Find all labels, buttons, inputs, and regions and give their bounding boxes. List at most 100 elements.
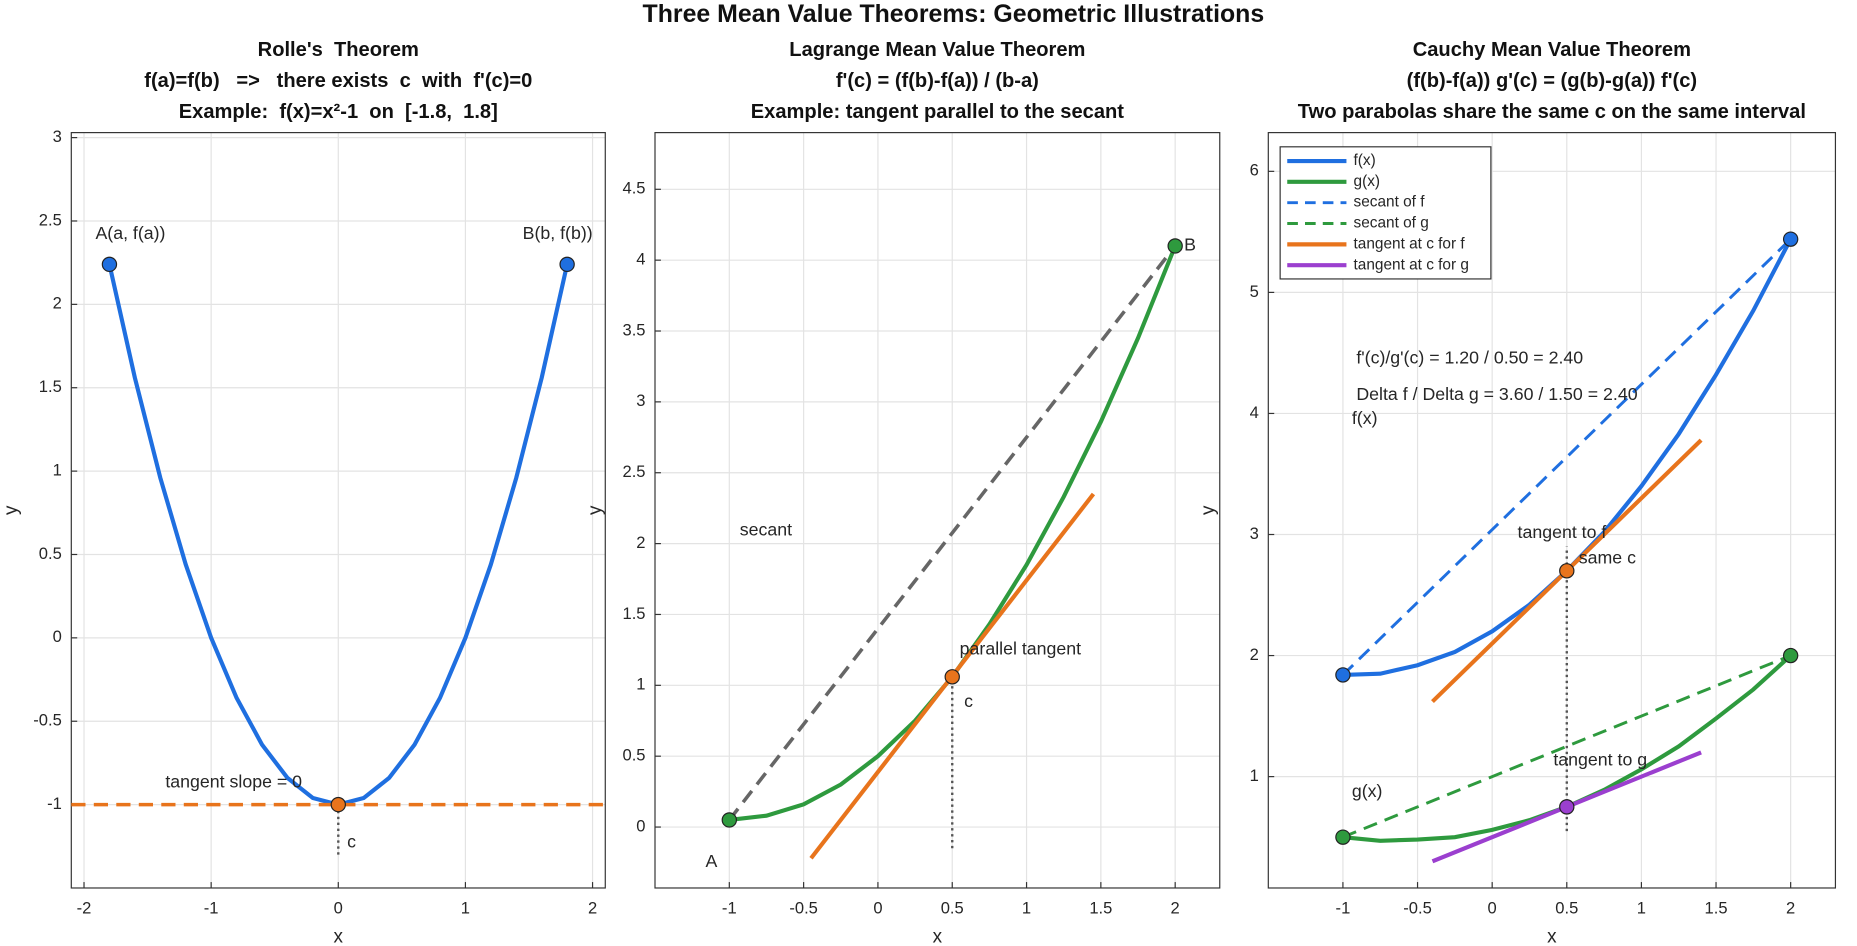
x-tick-label: 1 (1022, 899, 1031, 918)
x-tick-label: -2 (77, 899, 92, 918)
subplot: Cauchy Mean Value Theorem (f(b)-f(a)) g'(… (1198, 39, 1837, 946)
y-tick-label: 3 (1250, 524, 1259, 543)
x-tick-label: 0 (873, 899, 882, 918)
legend-label: f(x) (1354, 152, 1376, 169)
dashed-line (1341, 238, 1792, 676)
y-tick-label: 0 (53, 627, 62, 646)
y-axis-label: y (585, 505, 606, 515)
annotation: c (347, 832, 356, 852)
axes-frame (70, 132, 606, 889)
annotation: f'(c)/g'(c) = 1.20 / 0.50 = 2.40 (1356, 348, 1583, 368)
legend: f(x) g(x) secant of f secant of g tangent at… (1279, 146, 1492, 280)
annotation: same c (1579, 547, 1636, 567)
y-tick-label: 2 (1250, 645, 1259, 664)
point (1559, 799, 1575, 815)
axes-frame (654, 132, 1221, 889)
y-tick-label: 1 (53, 460, 62, 479)
y-tick-label: 3.5 (622, 320, 645, 339)
subplot-title: Rolle's Theorem (258, 39, 419, 61)
x-tick-label: 1 (1637, 899, 1646, 918)
point (1335, 829, 1351, 845)
figure-title: Three Mean Value Theorems: Geometric Ill… (643, 0, 1265, 28)
annotation: parallel tangent (960, 639, 1081, 659)
x-tick-label: -1 (204, 899, 219, 918)
y-tick-label: 4 (636, 250, 645, 269)
annotation: c (964, 691, 973, 711)
y-tick-label: 1 (636, 675, 645, 694)
y-tick-label: -1 (47, 794, 62, 813)
plot-area (655, 132, 1220, 888)
y-tick-label: 1.5 (39, 377, 62, 396)
y-tick-label: 6 (1250, 161, 1259, 180)
subplot-title: (f(b)-f(a)) g'(c) = (g(b)-g(a)) f'(c) (1407, 70, 1697, 92)
point (101, 256, 118, 273)
y-tick-label: 2.5 (622, 462, 645, 481)
y-axis-label: y (1, 505, 22, 515)
x-tick-label: 0 (334, 899, 343, 918)
dashed-line (1342, 654, 1792, 839)
dashed-line (727, 244, 1177, 822)
annotation: secant (740, 520, 792, 540)
x-tick-label: 1.5 (1705, 899, 1728, 918)
x-tick-label: 0.5 (941, 899, 964, 918)
subplot-title: Two parabolas share the same c on the sa… (1298, 101, 1806, 123)
x-tick-label: 0.5 (1555, 899, 1578, 918)
x-tick-label: 1.5 (1089, 899, 1112, 918)
annotation: B(b, f(b)) (523, 223, 593, 243)
y-tick-label: 0.5 (622, 746, 645, 765)
y-tick-label: -0.5 (33, 711, 62, 730)
subplot: Rolle's Theorem f(a)=f(b) => there exists… (1, 39, 606, 946)
x-tick-label: -0.5 (1403, 899, 1432, 918)
subplot-title: f'(c) = (f(b)-f(a)) / (b-a) (836, 70, 1039, 92)
point (721, 812, 738, 828)
x-axis-label: x (933, 927, 943, 946)
y-tick-label: 4 (1250, 403, 1259, 422)
annotation: g(x) (1352, 781, 1383, 801)
annotation: Delta f / Delta g = 3.60 / 1.50 = 2.40 (1356, 384, 1637, 404)
x-tick-label: 0 (1488, 899, 1497, 918)
point (1335, 667, 1351, 683)
y-tick-label: 3 (53, 127, 62, 146)
legend-label: tangent at c for g (1354, 256, 1469, 273)
subplot-title: Lagrange Mean Value Theorem (789, 39, 1085, 61)
annotation: A(a, f(a)) (95, 223, 165, 243)
x-tick-label: 2 (1786, 899, 1795, 918)
annotation: A (706, 851, 718, 871)
legend-box (1279, 146, 1492, 280)
y-tick-label: 1 (1250, 766, 1259, 785)
subplot-title: f(a)=f(b) => there exists c with f'(c)=0 (144, 70, 532, 92)
point (1782, 647, 1799, 664)
point (330, 796, 346, 813)
y-tick-label: 1.5 (622, 604, 645, 623)
y-tick-label: 2 (53, 294, 62, 313)
annotation: tangent to g (1553, 750, 1647, 770)
legend-label: g(x) (1354, 173, 1380, 190)
axes-frame (1267, 132, 1837, 889)
y-tick-label: 3 (636, 391, 645, 410)
point (1167, 238, 1183, 254)
x-tick-label: 2 (1171, 899, 1180, 918)
subplot-title: Example: tangent parallel to the secant (751, 101, 1125, 123)
annotation: tangent to f (1518, 522, 1607, 542)
point (559, 256, 575, 273)
x-tick-label: -0.5 (789, 899, 818, 918)
annotation: tangent slope = 0 (165, 772, 302, 792)
annotation: B (1184, 235, 1196, 255)
y-tick-label: 5 (1250, 282, 1259, 301)
y-tick-label: 0.5 (39, 544, 62, 563)
subplot: Lagrange Mean Value Theorem f'(c) = (f(b)… (585, 39, 1221, 946)
x-tick-label: -1 (1336, 899, 1351, 918)
legend-label: secant of g (1354, 215, 1429, 232)
x-tick-label: 2 (588, 899, 597, 918)
x-axis-label: x (1547, 927, 1557, 946)
point (1782, 231, 1799, 247)
legend-label: tangent at c for f (1354, 235, 1466, 252)
point (944, 669, 960, 685)
annotation: f(x) (1352, 408, 1378, 428)
y-tick-label: 2 (636, 533, 645, 552)
subplot-title: Cauchy Mean Value Theorem (1413, 39, 1691, 61)
x-tick-label: 1 (461, 899, 470, 918)
y-tick-label: 2.5 (39, 210, 62, 229)
